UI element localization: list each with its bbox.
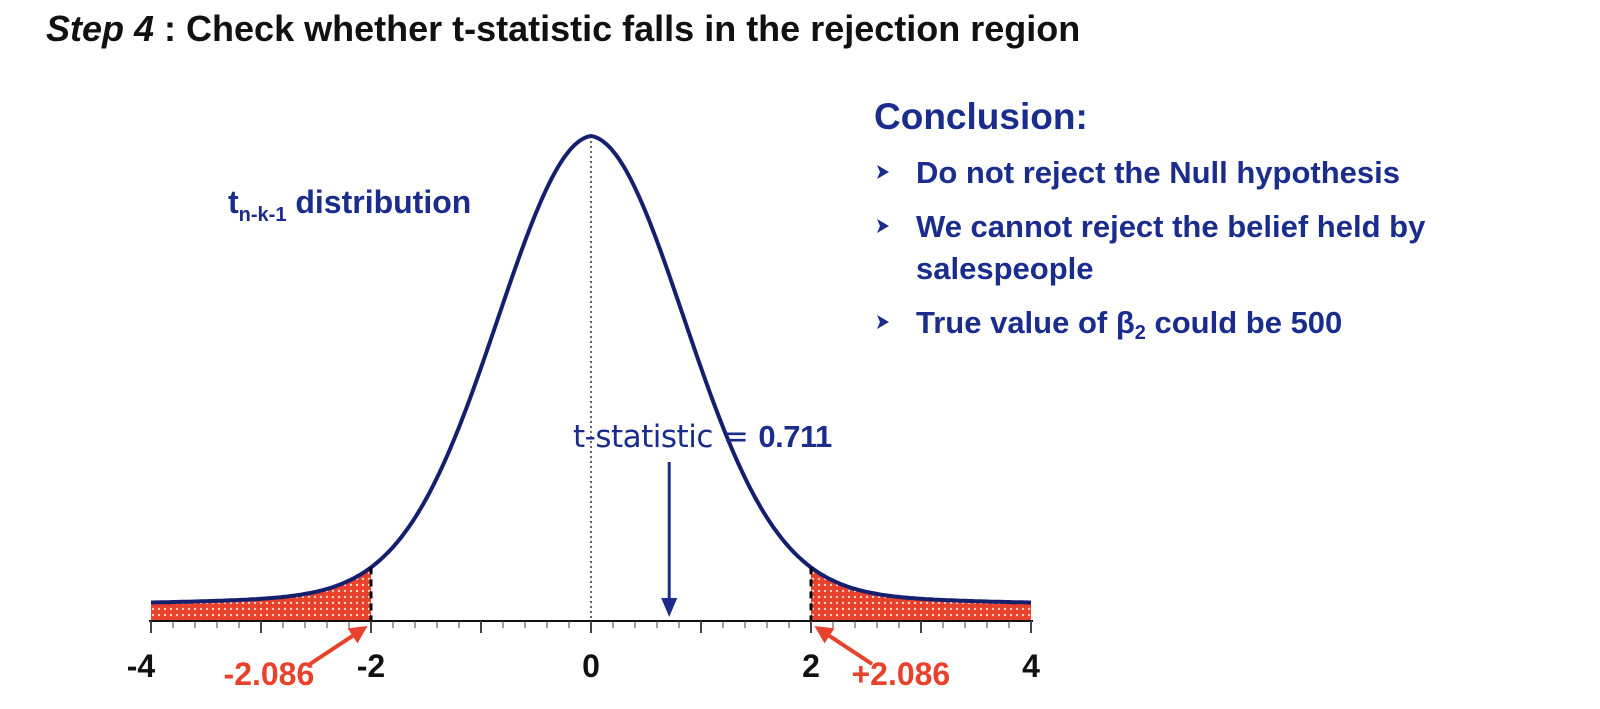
conclusion-bullet: True value of β2 could be 500 [874, 302, 1574, 354]
left-rejection-region [151, 567, 371, 621]
critical-arrowhead-lower [347, 626, 368, 644]
tick-label-0: 0 [582, 648, 600, 684]
distribution-label: tn-k-1 distribution [228, 184, 471, 227]
t-statistic-equals: = [722, 419, 749, 455]
critical-arrow-lower [308, 634, 354, 666]
slide-title: Step 4 : Check whether t-statistic falls… [46, 8, 1080, 50]
critical-arrow-upper [828, 634, 874, 666]
title-separator: : [154, 8, 187, 49]
bullet-text-before: True value of β [916, 305, 1135, 340]
tick-label-4: 4 [1022, 648, 1040, 684]
axis-ticks [150, 621, 1032, 633]
t-statistic-arrowhead [661, 598, 678, 617]
conclusion-bullet: We cannot reject the belief held by sale… [874, 206, 1574, 290]
t-statistic-label: t-statistic = 0.711 [573, 419, 832, 455]
t-statistic-value: 0.711 [758, 419, 832, 454]
critical-arrowhead-upper [814, 626, 835, 644]
tick-label-minus-4: -4 [126, 648, 156, 684]
bullet-text: Do not reject the Null hypothesis [916, 155, 1400, 190]
distribution-suffix: distribution [286, 184, 472, 220]
right-rejection-region [811, 567, 1031, 621]
tick-label-minus-2: -2 [356, 648, 386, 684]
distribution-subscript: n-k-1 [238, 204, 287, 226]
distribution-curve [151, 133, 1031, 605]
beta-subscript: 2 [1134, 322, 1146, 344]
distribution-t: t [228, 184, 239, 220]
bullet-text-after: could be 500 [1145, 305, 1343, 340]
title-text: Check whether t-statistic falls in the r… [186, 8, 1081, 49]
step-label: Step 4 [46, 8, 155, 49]
critical-value-lower: -2.086 [223, 656, 315, 692]
conclusion-heading: Conclusion: [874, 96, 1088, 137]
critical-value-upper: +2.086 [851, 656, 951, 692]
conclusion-panel: Conclusion: Do not reject the Null hypot… [874, 96, 1574, 366]
tick-label-2: 2 [802, 648, 820, 684]
arrow-bullet-icon [877, 165, 889, 179]
bullet-text: We cannot reject the belief held by sale… [916, 209, 1426, 286]
conclusion-bullet: Do not reject the Null hypothesis [874, 152, 1574, 194]
arrow-bullet-icon [877, 219, 889, 233]
arrow-bullet-icon [877, 315, 889, 329]
t-statistic-name: t-statistic [573, 419, 713, 455]
